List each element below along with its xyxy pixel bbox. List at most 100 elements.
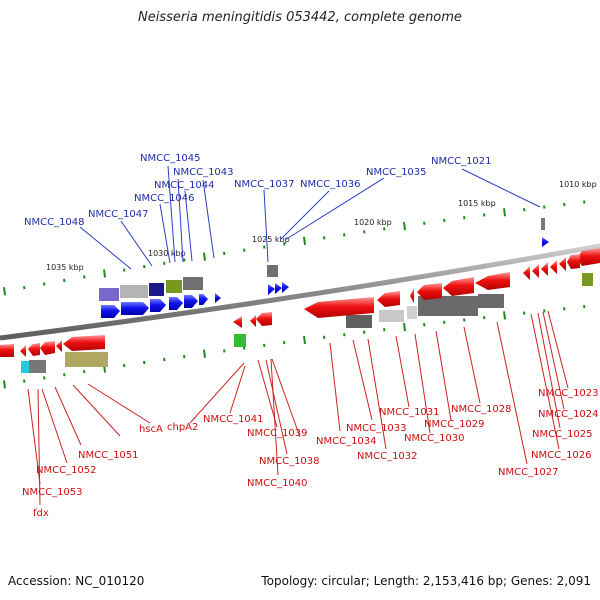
gene-arrow bbox=[550, 260, 557, 274]
cog-box bbox=[379, 310, 404, 322]
gene-arrow bbox=[523, 266, 530, 280]
minor-tick bbox=[83, 369, 86, 374]
gene-label[interactable]: NMCC_1041 bbox=[203, 414, 264, 425]
cog-box bbox=[166, 280, 182, 293]
minor-tick bbox=[223, 349, 226, 353]
gene-arrow bbox=[417, 283, 442, 300]
cog-box bbox=[541, 218, 545, 230]
minor-tick bbox=[523, 207, 526, 212]
cog-box bbox=[183, 277, 203, 290]
genome-title: Neisseria meningitidis 053442, complete … bbox=[138, 10, 462, 25]
gene-label[interactable]: NMCC_1029 bbox=[424, 419, 485, 430]
gene-label[interactable]: NMCC_1031 bbox=[379, 407, 440, 418]
top-gene-labels: NMCC_1045 NMCC_1043 NMCC_1044 NMCC_1046 … bbox=[24, 153, 492, 228]
gene-arrow bbox=[56, 340, 62, 352]
gene-label[interactable]: NMCC_1030 bbox=[404, 433, 465, 444]
gene-label[interactable]: hscA bbox=[139, 424, 163, 435]
gene-label[interactable]: NMCC_1036 bbox=[300, 179, 361, 190]
gene-label[interactable]: NMCC_1047 bbox=[88, 209, 149, 220]
minor-tick bbox=[443, 320, 446, 325]
gene-label[interactable]: NMCC_1025 bbox=[532, 429, 593, 440]
gene-arrow bbox=[282, 282, 289, 293]
cog-box bbox=[120, 285, 148, 298]
scale-label: 1010 kbp bbox=[559, 180, 597, 189]
minor-tick bbox=[163, 261, 166, 265]
gene-label[interactable]: NMCC_1046 bbox=[134, 193, 195, 204]
gene-label[interactable]: NMCC_1037 bbox=[234, 179, 295, 190]
minor-tick bbox=[343, 233, 346, 237]
gene-arrow bbox=[443, 277, 474, 296]
cog-box bbox=[418, 296, 478, 316]
minor-tick bbox=[123, 268, 126, 272]
minor-tick bbox=[63, 278, 66, 283]
gene-arrow bbox=[275, 283, 282, 294]
minor-tick bbox=[63, 373, 66, 377]
gene-label[interactable]: NMCC_1033 bbox=[346, 423, 407, 434]
forward-genes bbox=[0, 248, 600, 357]
minor-tick bbox=[243, 346, 246, 350]
gene-arrow bbox=[169, 297, 183, 310]
gene-label[interactable]: NMCC_1035 bbox=[366, 167, 427, 178]
gene-label[interactable]: NMCC_1023 bbox=[538, 388, 599, 399]
minor-tick bbox=[143, 360, 146, 365]
gene-label[interactable]: NMCC_1043 bbox=[173, 167, 234, 178]
minor-tick bbox=[323, 236, 326, 240]
top-leaders bbox=[79, 165, 541, 270]
major-tick bbox=[303, 236, 306, 246]
gene-label[interactable]: NMCC_1053 bbox=[22, 487, 83, 498]
major-tick bbox=[403, 323, 406, 332]
gene-label[interactable]: NMCC_1027 bbox=[498, 467, 559, 478]
minor-tick bbox=[23, 285, 26, 290]
inner-ticks bbox=[3, 305, 586, 389]
cog-box bbox=[29, 360, 46, 373]
gene-label[interactable]: NMCC_1044 bbox=[154, 180, 215, 191]
gene-label[interactable]: NMCC_1038 bbox=[259, 456, 320, 467]
minor-tick bbox=[283, 340, 286, 345]
gene-arrow bbox=[150, 299, 166, 312]
minor-tick bbox=[183, 258, 186, 262]
gene-arrow bbox=[233, 316, 242, 328]
bottom-gene-labels: hscA chpA2 NMCC_1041 NMCC_1039 NMCC_1038… bbox=[22, 388, 599, 519]
cog-box bbox=[346, 315, 372, 328]
gene-arrow bbox=[542, 237, 549, 247]
minor-tick bbox=[543, 309, 546, 313]
gene-label[interactable]: NMCC_1026 bbox=[531, 450, 592, 461]
gene-label[interactable]: NMCC_1052 bbox=[36, 465, 97, 476]
scale-label: 1025 kbp bbox=[252, 235, 290, 244]
gene-label[interactable]: NMCC_1039 bbox=[247, 428, 308, 439]
scale-labels: 1035 kbp 1030 kbp 1025 kbp 1020 kbp 1015… bbox=[46, 180, 597, 272]
gene-label[interactable]: chpA2 bbox=[167, 422, 198, 433]
gene-arrow bbox=[199, 294, 208, 305]
gene-label[interactable]: NMCC_1040 bbox=[247, 478, 308, 489]
gene-label[interactable]: NMCC_1045 bbox=[140, 153, 201, 164]
gene-label[interactable]: NMCC_1028 bbox=[451, 404, 512, 415]
minor-tick bbox=[183, 354, 186, 359]
minor-tick bbox=[223, 251, 226, 256]
gene-arrow bbox=[559, 257, 566, 271]
scale-ticks bbox=[3, 200, 586, 296]
cog-box bbox=[21, 361, 29, 373]
major-tick bbox=[3, 287, 6, 296]
gene-arrow bbox=[475, 272, 510, 290]
gene-arrow bbox=[256, 312, 272, 326]
gene-label[interactable]: NMCC_1021 bbox=[431, 156, 492, 167]
gene-arrow bbox=[63, 335, 105, 351]
cog-box bbox=[65, 352, 108, 367]
cog-box bbox=[407, 306, 417, 319]
gene-label[interactable]: NMCC_1032 bbox=[357, 451, 418, 462]
cog-box bbox=[99, 288, 119, 301]
minor-tick bbox=[23, 379, 26, 383]
minor-tick bbox=[83, 275, 86, 279]
gene-label[interactable]: NMCC_1048 bbox=[24, 217, 85, 228]
scale-label: 1015 kbp bbox=[458, 199, 496, 208]
gene-arrow bbox=[532, 264, 539, 278]
gene-label[interactable]: NMCC_1051 bbox=[78, 450, 139, 461]
gene-label[interactable]: fdx bbox=[33, 508, 49, 519]
minor-tick bbox=[263, 245, 266, 249]
gene-arrow bbox=[101, 305, 120, 318]
gene-label[interactable]: NMCC_1024 bbox=[538, 409, 599, 420]
minor-tick bbox=[363, 330, 366, 334]
gene-arrow bbox=[121, 302, 149, 315]
gene-label[interactable]: NMCC_1034 bbox=[316, 436, 377, 447]
